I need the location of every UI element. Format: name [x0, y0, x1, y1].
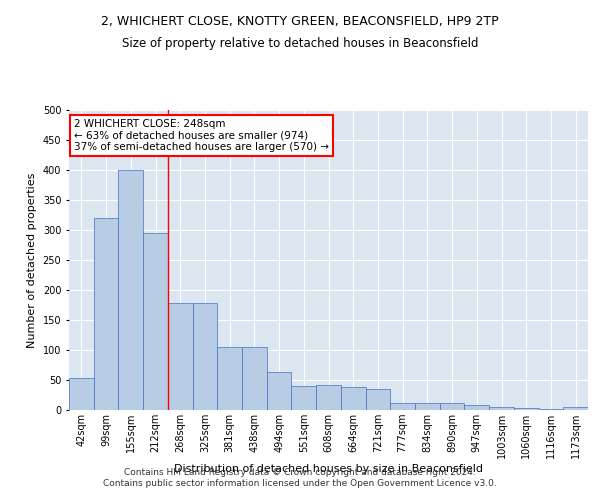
- Bar: [143, 233, 168, 410]
- Bar: [242, 347, 267, 410]
- Bar: [489, 407, 514, 410]
- Bar: [563, 407, 588, 410]
- Bar: [292, 386, 316, 410]
- Bar: [415, 403, 440, 410]
- Bar: [193, 303, 217, 410]
- Bar: [94, 218, 118, 410]
- Text: Size of property relative to detached houses in Beaconsfield: Size of property relative to detached ho…: [122, 38, 478, 51]
- Bar: [365, 389, 390, 410]
- Bar: [464, 405, 489, 410]
- Y-axis label: Number of detached properties: Number of detached properties: [27, 172, 37, 348]
- Bar: [69, 378, 94, 410]
- X-axis label: Distribution of detached houses by size in Beaconsfield: Distribution of detached houses by size …: [174, 464, 483, 473]
- Bar: [539, 409, 563, 410]
- Text: 2, WHICHERT CLOSE, KNOTTY GREEN, BEACONSFIELD, HP9 2TP: 2, WHICHERT CLOSE, KNOTTY GREEN, BEACONS…: [101, 15, 499, 28]
- Bar: [390, 403, 415, 410]
- Bar: [118, 170, 143, 410]
- Bar: [217, 347, 242, 410]
- Text: Contains HM Land Registry data © Crown copyright and database right 2024.
Contai: Contains HM Land Registry data © Crown c…: [103, 468, 497, 487]
- Bar: [440, 403, 464, 410]
- Text: 2 WHICHERT CLOSE: 248sqm
← 63% of detached houses are smaller (974)
37% of semi-: 2 WHICHERT CLOSE: 248sqm ← 63% of detach…: [74, 119, 329, 152]
- Bar: [514, 408, 539, 410]
- Bar: [168, 303, 193, 410]
- Bar: [267, 372, 292, 410]
- Bar: [316, 385, 341, 410]
- Bar: [341, 387, 365, 410]
